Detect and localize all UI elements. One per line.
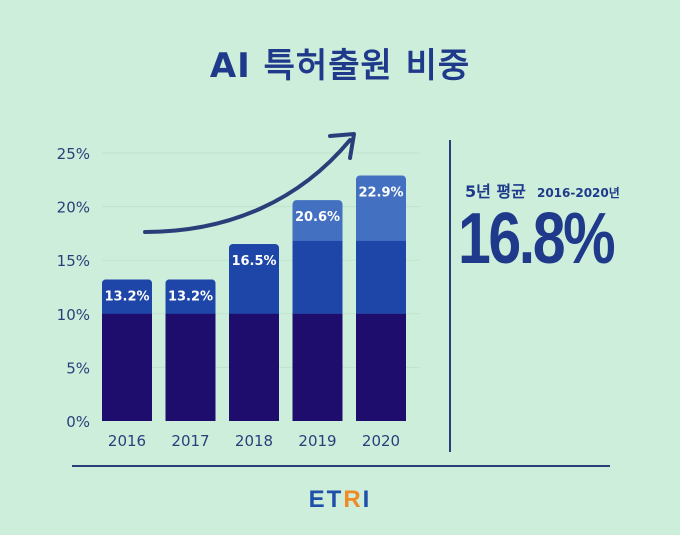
bar-band-low — [229, 313, 279, 421]
y-tick-label: 10% — [57, 306, 90, 324]
bar-value-label: 20.6% — [295, 210, 340, 225]
x-tick-label: 2019 — [298, 432, 336, 450]
logo-text-r: R — [343, 486, 363, 513]
average-label: 5년 평균 2016-2020년 — [465, 178, 620, 202]
bar-value-label: 13.2% — [104, 289, 149, 304]
x-tick-label: 2016 — [108, 432, 146, 450]
bar-band-mid-fill — [102, 285, 152, 314]
average-period: 2016-2020년 — [536, 186, 620, 200]
average-value: 16.8% — [458, 199, 616, 279]
trend-arrow — [143, 138, 352, 234]
logo-text-et: ET — [308, 486, 344, 513]
x-tick-label: 2017 — [171, 432, 209, 450]
logo-text-i: I — [362, 486, 372, 513]
bar-band-low — [292, 313, 343, 421]
y-tick-label: 0% — [66, 413, 90, 431]
horizontal-divider — [72, 465, 610, 467]
trend-arrow-head — [328, 132, 356, 160]
bar-band-low — [165, 313, 216, 421]
bar-band-mid — [356, 240, 406, 314]
bar-value-label: 22.9% — [358, 186, 403, 201]
y-tick-label: 25% — [57, 145, 90, 163]
average-label-text: 5년 평균 — [465, 182, 526, 201]
x-tick-label: 2020 — [362, 432, 400, 450]
chart-title: AI 특허출원 비중 — [209, 46, 471, 86]
y-tick-label: 5% — [66, 359, 90, 377]
bar-value-label: 16.5% — [231, 254, 276, 269]
bar-band-mid — [292, 240, 343, 314]
y-tick-label: 15% — [57, 252, 90, 270]
bar-band-mid-fill — [165, 285, 216, 314]
bar-value-label: 13.2% — [168, 289, 213, 304]
bar-band-low — [356, 313, 406, 421]
bar-band-low — [102, 313, 152, 421]
bar-band-mid-fill — [229, 250, 279, 314]
etri-logo: ETRI — [0, 486, 680, 514]
x-tick-label: 2018 — [235, 432, 273, 450]
y-tick-label: 20% — [57, 199, 90, 217]
vertical-divider — [449, 140, 451, 452]
